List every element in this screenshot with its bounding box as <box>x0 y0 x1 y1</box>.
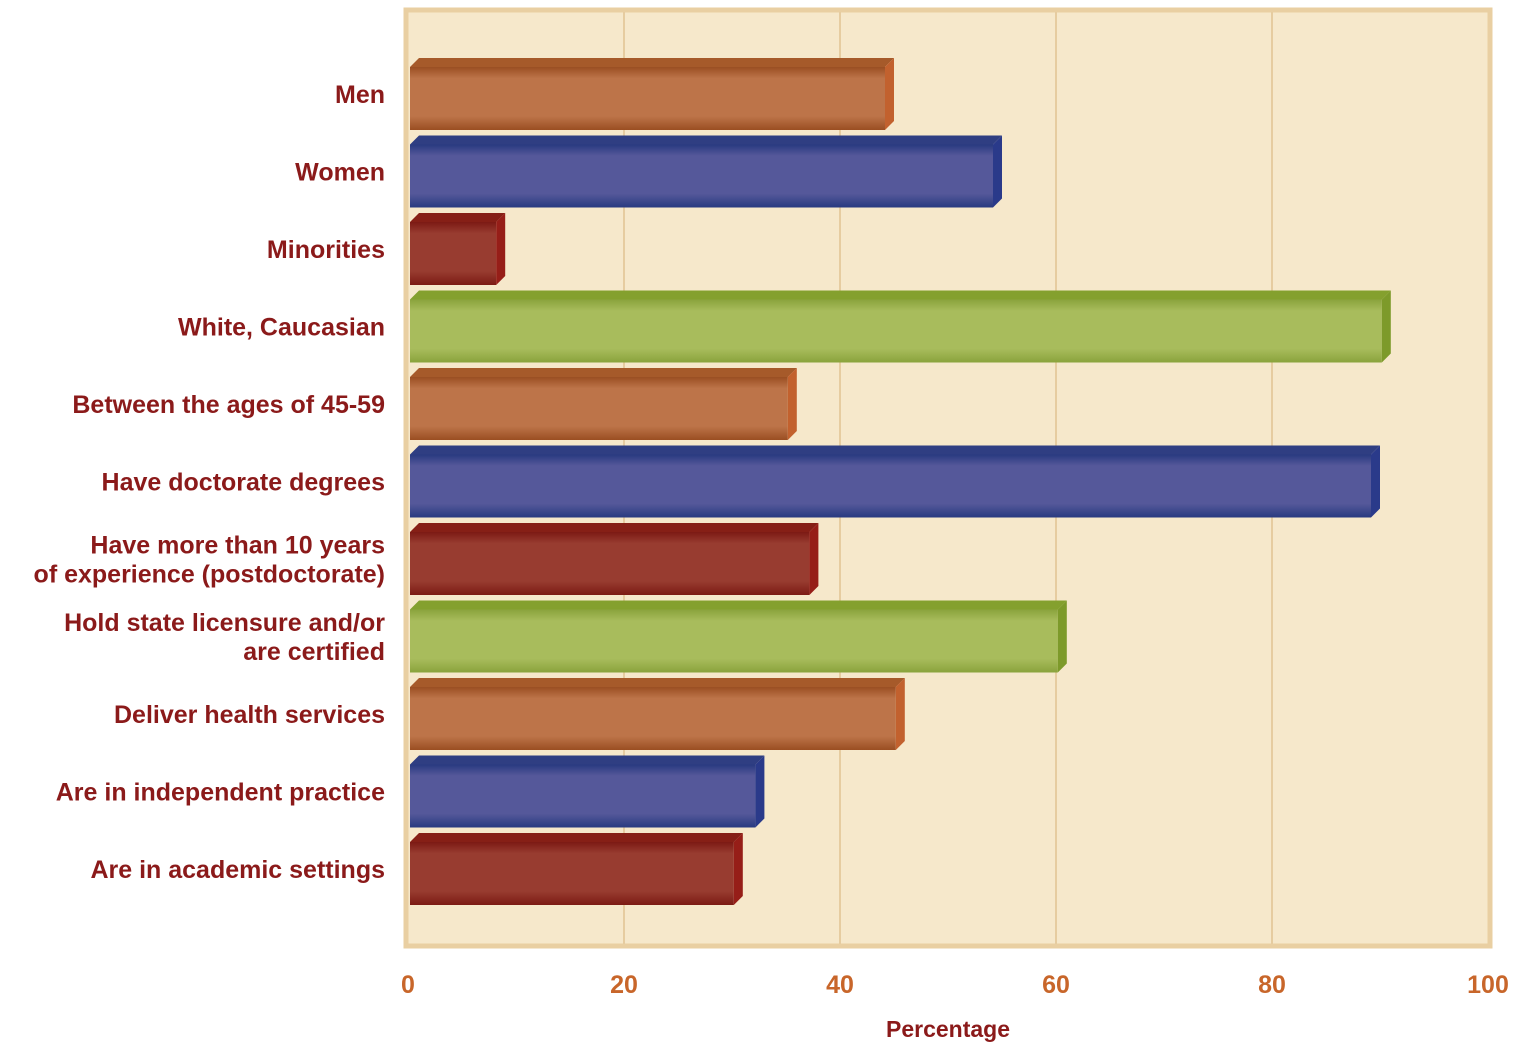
bar-side <box>993 135 1002 208</box>
x-axis-title: Percentage <box>886 1016 1010 1042</box>
category-label: are certified <box>243 638 385 666</box>
bar-top <box>410 213 506 222</box>
bar <box>410 523 819 595</box>
bar <box>410 58 894 130</box>
bar-top <box>410 755 765 765</box>
bar <box>410 213 506 285</box>
bar-face <box>410 377 788 440</box>
category-label: Hold state licensure and/or <box>64 609 385 637</box>
bar-top <box>410 833 743 842</box>
bar-side <box>496 213 506 285</box>
bar-face <box>410 67 885 130</box>
category-label: Women <box>295 159 385 187</box>
bar <box>410 445 1380 518</box>
bar-top <box>410 445 1380 455</box>
bar-side <box>1381 290 1391 363</box>
bars <box>410 58 1391 905</box>
bar-top <box>410 290 1391 300</box>
category-label: Are in academic settings <box>90 856 385 884</box>
bar-side <box>809 523 819 595</box>
bar <box>410 755 765 828</box>
category-label: Deliver health services <box>114 701 385 729</box>
bar-face <box>410 687 896 750</box>
bar-side <box>787 368 797 440</box>
bar-top <box>410 58 894 67</box>
bar-top <box>410 678 905 687</box>
category-label: Are in independent practice <box>56 779 385 807</box>
category-labels: Men Women Minorities White, Caucasian Betwee… <box>34 81 386 884</box>
x-tick-label: 0 <box>401 971 415 999</box>
category-label: White, Caucasian <box>178 314 385 342</box>
bar-side <box>1057 600 1067 673</box>
bar-face <box>410 842 734 905</box>
category-label: Minorities <box>267 236 385 264</box>
x-tick-labels: 0 20 40 60 80 100 <box>401 971 1509 999</box>
bar-top <box>410 523 819 532</box>
x-tick-label: 40 <box>826 971 854 999</box>
bar-side <box>755 755 765 828</box>
bar-face <box>410 454 1371 518</box>
category-label: of experience (postdoctorate) <box>34 561 385 589</box>
bar-top <box>410 135 1002 145</box>
category-label: Have more than 10 years <box>90 532 385 560</box>
bar <box>410 600 1067 673</box>
bar <box>410 368 797 440</box>
bar <box>410 833 743 905</box>
x-tick-label: 80 <box>1258 971 1286 999</box>
bar-face <box>410 609 1058 673</box>
bar-face <box>410 532 810 595</box>
bar <box>410 135 1002 208</box>
category-label: Between the ages of 45-59 <box>72 391 385 419</box>
bar-face <box>410 144 993 208</box>
x-tick-label: 100 <box>1467 971 1509 999</box>
bar-face <box>410 299 1382 363</box>
bar-side <box>895 678 905 750</box>
bar-top <box>410 600 1067 610</box>
x-tick-label: 60 <box>1042 971 1070 999</box>
bar-top <box>410 368 797 377</box>
category-label: Men <box>335 81 385 109</box>
bar-face <box>410 222 497 285</box>
bar <box>410 678 905 750</box>
x-tick-label: 20 <box>610 971 638 999</box>
category-label: Have doctorate degrees <box>102 469 385 497</box>
bar-face <box>410 764 756 828</box>
bar-side <box>1371 445 1380 518</box>
bar-side <box>733 833 743 905</box>
bar <box>410 290 1391 363</box>
bar-side <box>885 58 894 130</box>
